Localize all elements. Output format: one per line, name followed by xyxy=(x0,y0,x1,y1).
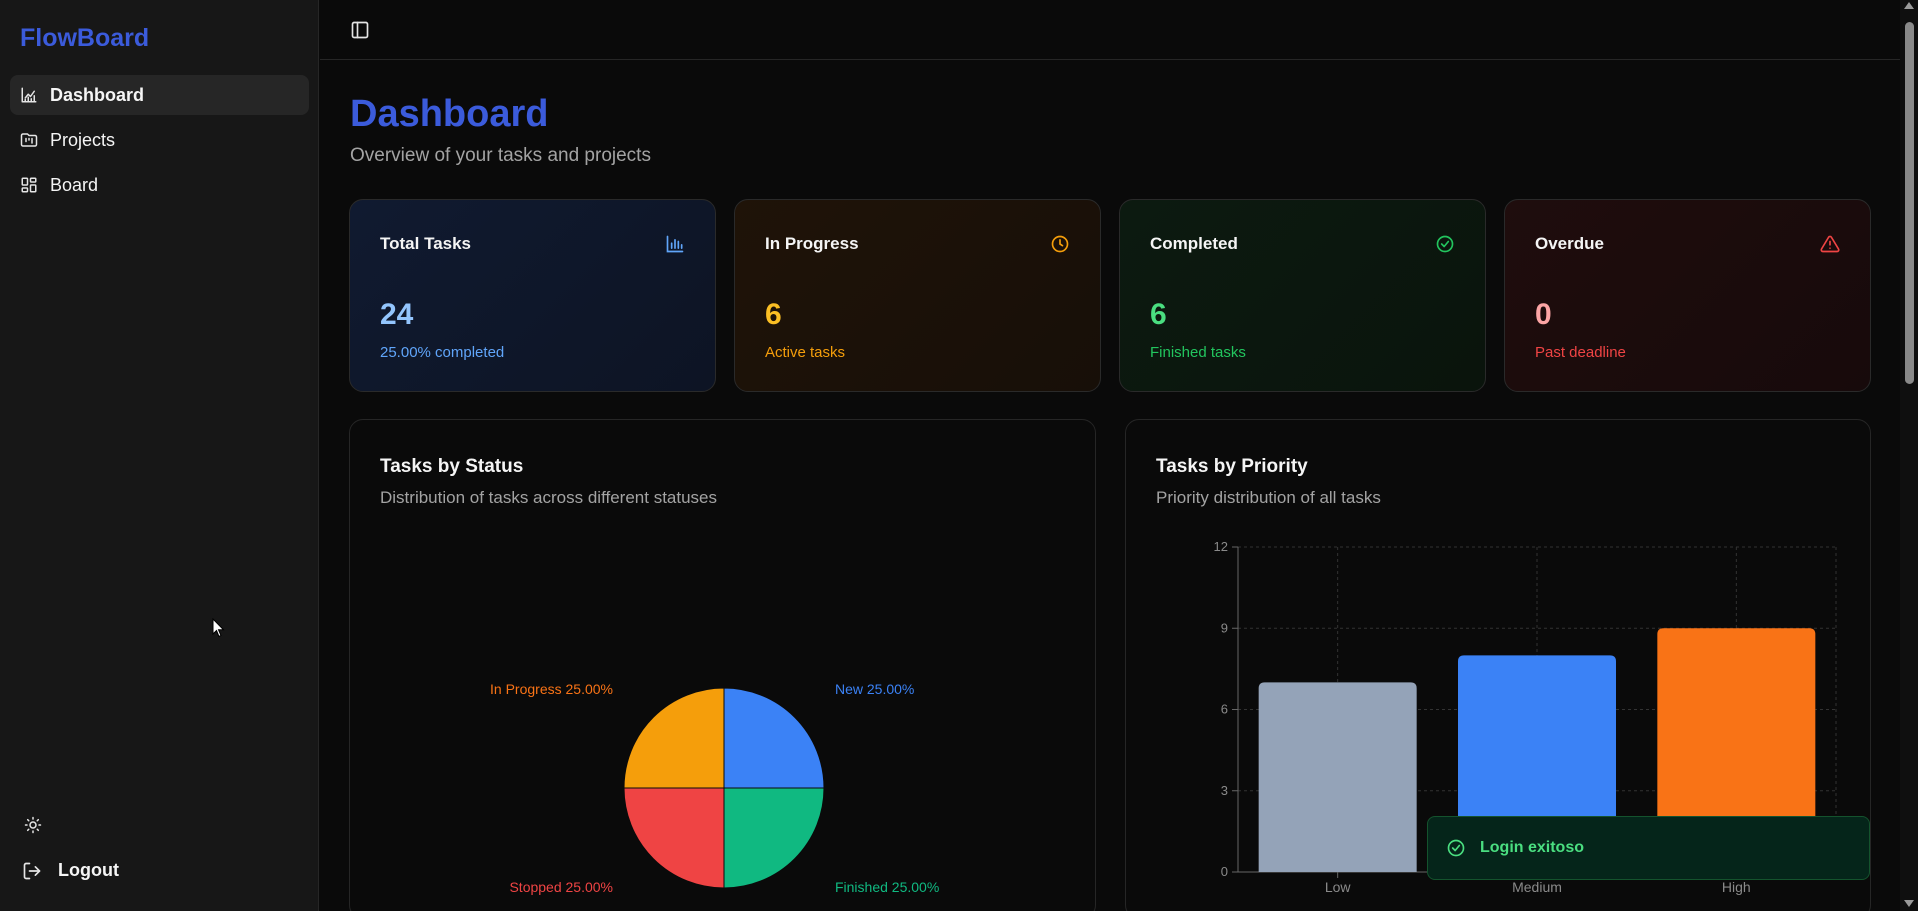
alert-triangle-icon xyxy=(1820,235,1840,253)
panel-title: Tasks by Status xyxy=(380,456,524,477)
stat-note: Past deadline xyxy=(1535,344,1626,361)
x-tick-label: Low xyxy=(1325,879,1352,895)
clock-icon xyxy=(1051,235,1069,253)
logout-label: Logout xyxy=(58,860,119,880)
sidebar-item-projects[interactable]: Projects xyxy=(10,120,309,160)
panel-subtitle: Distribution of tasks across different s… xyxy=(380,488,718,507)
sidebar-item-dashboard[interactable]: Dashboard xyxy=(10,75,309,115)
pie-slice-label: Stopped 25.00% xyxy=(509,879,613,895)
log-out-icon xyxy=(22,861,42,881)
pie-slice[interactable] xyxy=(623,687,725,789)
stat-note: Active tasks xyxy=(765,344,846,361)
bar-chart-icon xyxy=(666,235,684,253)
stat-label: Completed xyxy=(1150,234,1238,253)
topbar xyxy=(320,0,1900,60)
sidebar: FlowBoard Dashboard Projects Board xyxy=(0,0,319,911)
toast-message: Login exitoso xyxy=(1480,839,1584,856)
toast-notification[interactable]: Login exitoso xyxy=(1427,816,1870,880)
status-pie-chart: New 25.00% Finished 25.00% Stopped 25.00% I… xyxy=(490,681,939,895)
sidebar-toggle-button[interactable] xyxy=(350,20,370,40)
sidebar-item-label: Projects xyxy=(50,129,116,150)
sidebar-item-label: Dashboard xyxy=(50,84,145,105)
stat-card-total-tasks: Total Tasks 24 25.00% completed xyxy=(349,199,716,392)
stat-value: 0 xyxy=(1535,298,1552,331)
y-tick-label: 0 xyxy=(1221,864,1228,879)
stat-value: 6 xyxy=(1150,298,1167,331)
theme-toggle-button[interactable] xyxy=(22,814,44,836)
stat-card-completed: Completed 6 Finished tasks xyxy=(1119,199,1486,392)
sidebar-item-board[interactable]: Board xyxy=(10,165,309,205)
x-tick-label: Medium xyxy=(1512,879,1562,895)
pie-slice[interactable] xyxy=(623,787,725,889)
panel-left-icon xyxy=(351,21,369,39)
chart-line-icon xyxy=(20,86,38,104)
pie-slice[interactable] xyxy=(723,687,825,789)
stat-label: Total Tasks xyxy=(380,234,472,253)
y-tick-label: 12 xyxy=(1214,539,1228,554)
y-tick-label: 3 xyxy=(1221,783,1228,798)
panel-subtitle: Priority distribution of all tasks xyxy=(1156,488,1381,507)
sidebar-nav: Dashboard Projects Board xyxy=(10,75,309,210)
stat-value: 24 xyxy=(380,298,414,331)
stat-note: 25.00% completed xyxy=(380,344,505,361)
check-circle-icon xyxy=(1436,235,1454,253)
stat-card-overdue: Overdue 0 Past deadline xyxy=(1504,199,1871,392)
y-tick-label: 6 xyxy=(1221,702,1228,717)
bar[interactable] xyxy=(1258,682,1417,872)
page-subtitle: Overview of your tasks and projects xyxy=(350,145,651,166)
panel-title: Tasks by Priority xyxy=(1156,456,1308,477)
stat-label: Overdue xyxy=(1535,234,1604,253)
page-title: Dashboard xyxy=(350,93,549,135)
scroll-up-arrow[interactable] xyxy=(1904,2,1914,9)
logout-button[interactable]: Logout xyxy=(22,860,119,881)
layout-grid-icon xyxy=(20,176,38,194)
bar[interactable] xyxy=(1657,628,1816,872)
scroll-thumb[interactable] xyxy=(1905,22,1914,384)
pie-slice-label: New 25.00% xyxy=(835,681,914,697)
stat-card-in-progress: In Progress 6 Active tasks xyxy=(734,199,1101,392)
check-circle-icon xyxy=(1446,838,1466,858)
brand-logo[interactable]: FlowBoard xyxy=(20,24,150,52)
page-scrollbar[interactable] xyxy=(1900,0,1918,911)
mouse-cursor-icon xyxy=(212,618,225,638)
pie-slice[interactable] xyxy=(723,787,825,889)
tasks-by-status-panel: Tasks by Status Distribution of tasks ac… xyxy=(349,419,1096,911)
pie-slice-label: Finished 25.00% xyxy=(835,879,939,895)
folder-kanban-icon xyxy=(20,131,38,149)
sidebar-item-label: Board xyxy=(50,174,99,195)
x-tick-label: High xyxy=(1722,879,1751,895)
stat-value: 6 xyxy=(765,298,782,331)
sun-icon xyxy=(24,816,42,834)
main-content: Dashboard Overview of your tasks and pro… xyxy=(320,61,1900,911)
scroll-down-arrow[interactable] xyxy=(1904,900,1914,907)
stat-note: Finished tasks xyxy=(1150,344,1246,361)
pie-slice-label: In Progress 25.00% xyxy=(490,681,613,697)
priority-bar-chart: 0 3 6 9 12 Low Medium High xyxy=(1214,539,1837,895)
y-tick-label: 9 xyxy=(1221,620,1228,635)
stat-label: In Progress xyxy=(765,234,859,253)
